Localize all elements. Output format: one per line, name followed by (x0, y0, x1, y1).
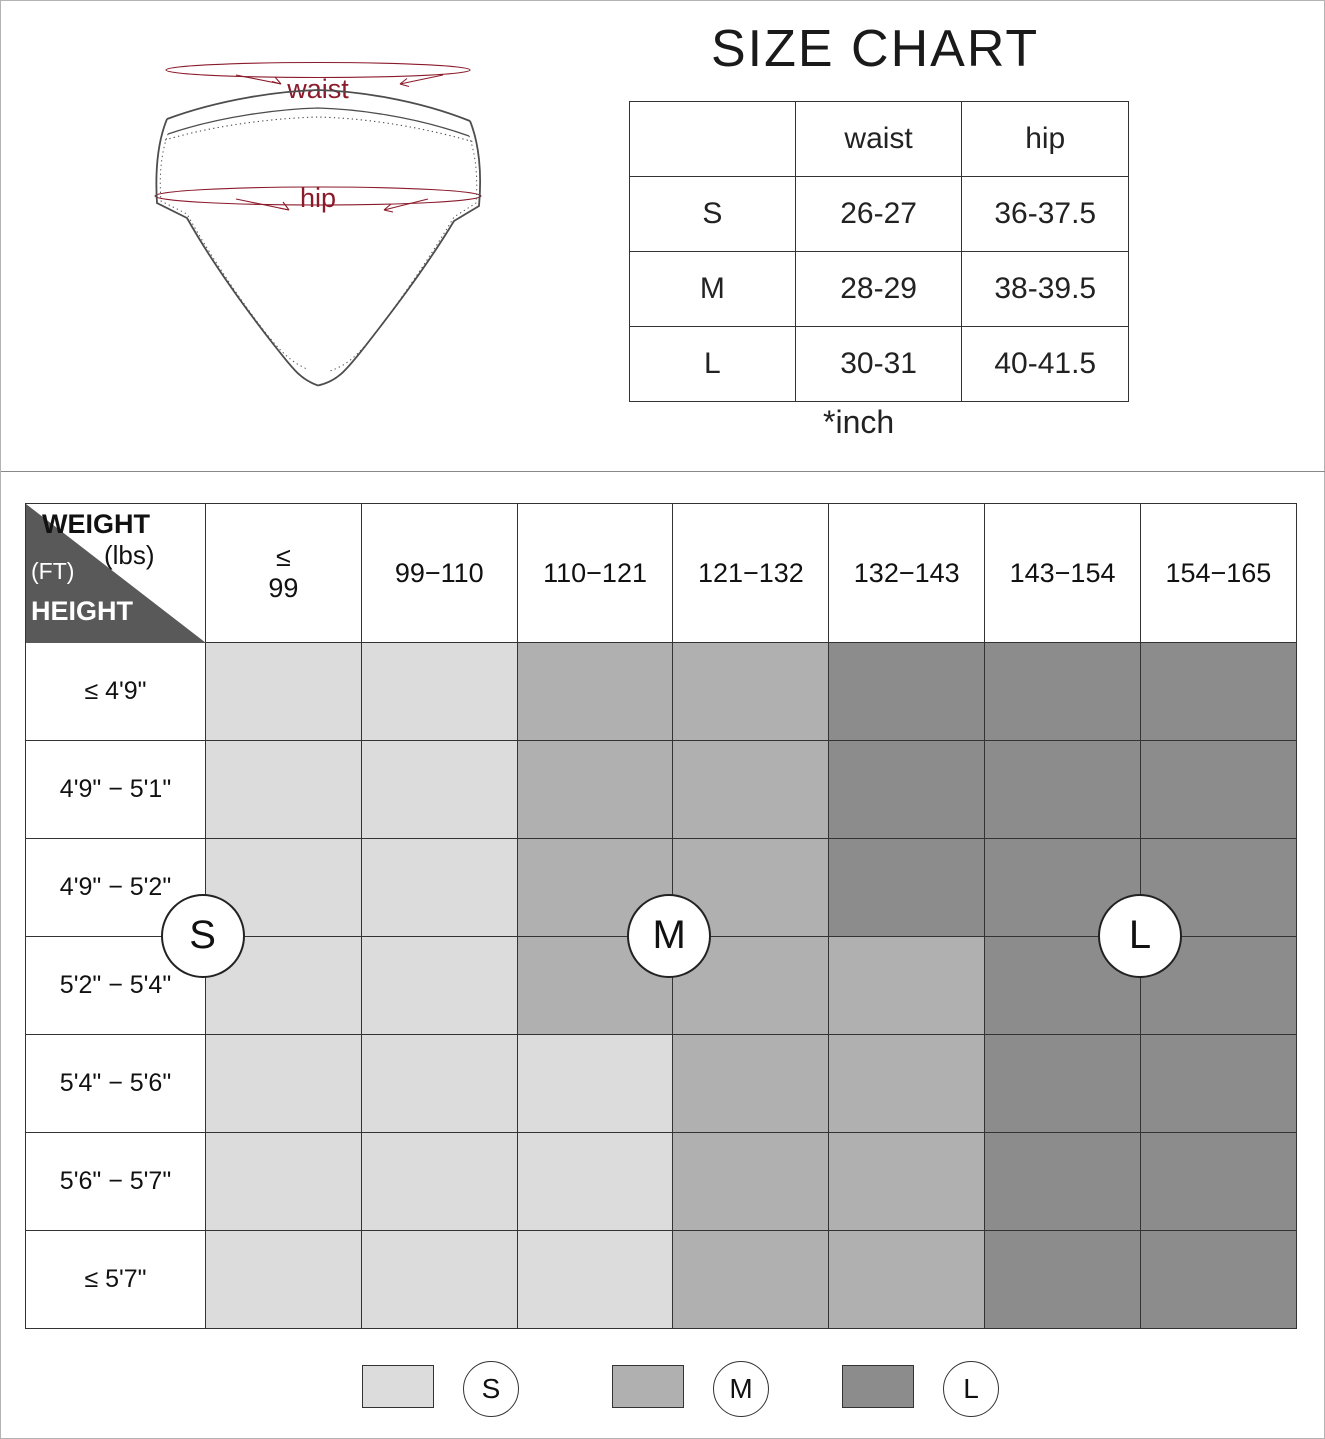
svg-text:waist: waist (286, 74, 349, 104)
svg-text:hip: hip (300, 183, 336, 213)
